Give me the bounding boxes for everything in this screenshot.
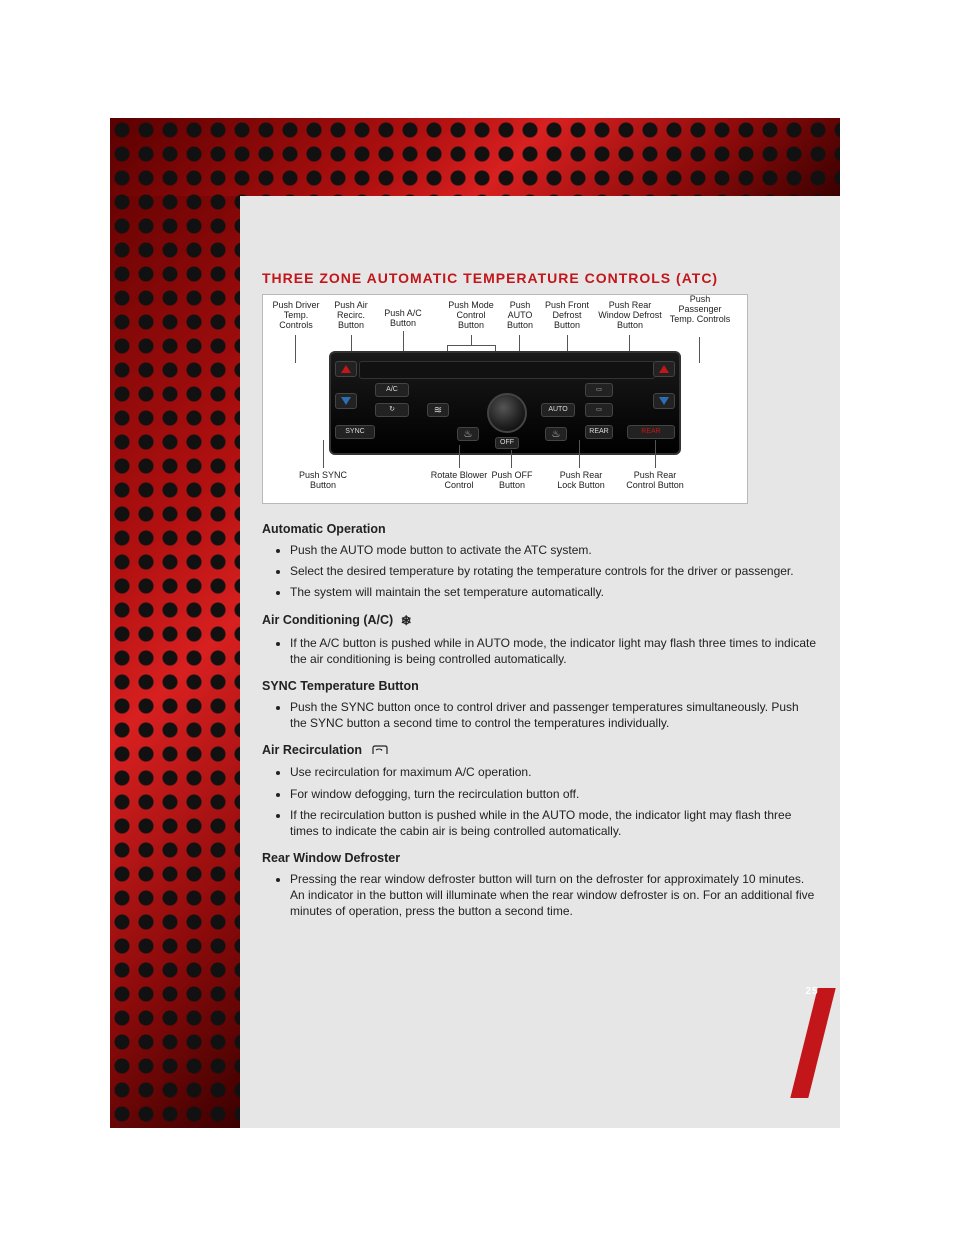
bullet-item: Push the SYNC button once to control dri… — [290, 699, 818, 731]
section-heading: THREE ZONE AUTOMATIC TEMPERATURE CONTROL… — [262, 270, 818, 286]
bullet-list: Push the SYNC button once to control dri… — [290, 699, 818, 731]
page-number-tab: 25 — [782, 988, 842, 1098]
atc-diagram: Push Driver Temp. Controls Push Air Reci… — [262, 294, 748, 504]
decorative-border-left — [110, 118, 240, 1128]
page-body: THREE ZONE AUTOMATIC TEMPERATURE CONTROL… — [240, 196, 840, 1128]
bullet-item: If the A/C button is pushed while in AUT… — [290, 635, 818, 667]
bullet-item: The system will maintain the set tempera… — [290, 584, 818, 600]
front-defrost-icon: ▭ — [585, 383, 613, 397]
diagram-label: Push AUTO Button — [501, 301, 539, 331]
bullet-list: If the A/C button is pushed while in AUT… — [290, 635, 818, 667]
subheading-auto: Automatic Operation — [262, 522, 818, 536]
heat-icon: ♨ — [457, 427, 479, 441]
decorative-border-top — [110, 118, 840, 196]
snowflake-icon: ❄ — [401, 613, 412, 628]
diagram-label: Push Front Defrost Button — [541, 301, 593, 331]
console-graphic: A/C ↻ SYNC ≋ ♨ ♨ OFF AUTO ▭ ▭ REAR REAR — [329, 351, 681, 455]
subheading-rear-def: Rear Window Defroster — [262, 851, 818, 865]
diagram-label: Push Air Recirc. Button — [327, 301, 375, 331]
diagram-label: Push OFF Button — [487, 471, 537, 491]
subheading-recirc: Air Recirculation — [262, 743, 818, 758]
bullet-list: Push the AUTO mode button to activate th… — [290, 542, 818, 601]
heat-icon: ♨ — [545, 427, 567, 441]
bullet-item: Pressing the rear window defroster butto… — [290, 871, 818, 920]
rear-defrost-icon: ▭ — [585, 403, 613, 417]
diagram-label: Push Driver Temp. Controls — [269, 301, 323, 331]
diagram-label: Push Rear Window Defrost Button — [597, 301, 663, 331]
recirc-icon — [370, 743, 390, 758]
diagram-label: Push A/C Button — [379, 309, 427, 329]
subheading-sync: SYNC Temperature Button — [262, 679, 818, 693]
bullet-item: Select the desired temperature by rotati… — [290, 563, 818, 579]
recirc-icon: ↻ — [375, 403, 409, 417]
diagram-label: Push Rear Control Button — [619, 471, 691, 491]
bullet-item: Use recirculation for maximum A/C operat… — [290, 764, 818, 780]
diagram-label: Push Rear Lock Button — [551, 471, 611, 491]
diagram-label: Push SYNC Button — [293, 471, 353, 491]
bullet-item: For window defogging, turn the recircula… — [290, 786, 818, 802]
subheading-ac: Air Conditioning (A/C) ❄ — [262, 613, 818, 629]
diagram-label: Rotate Blower Control — [423, 471, 495, 491]
bullet-list: Use recirculation for maximum A/C operat… — [290, 764, 818, 839]
bullet-item: If the recirculation button is pushed wh… — [290, 807, 818, 839]
bullet-list: Pressing the rear window defroster butto… — [290, 871, 818, 920]
page-number: 25 — [782, 986, 842, 997]
vent-icon: ≋ — [427, 403, 449, 417]
diagram-label: Push Passenger Temp. Controls — [669, 295, 731, 325]
diagram-label: Push Mode Control Button — [445, 301, 497, 331]
bullet-item: Push the AUTO mode button to activate th… — [290, 542, 818, 558]
